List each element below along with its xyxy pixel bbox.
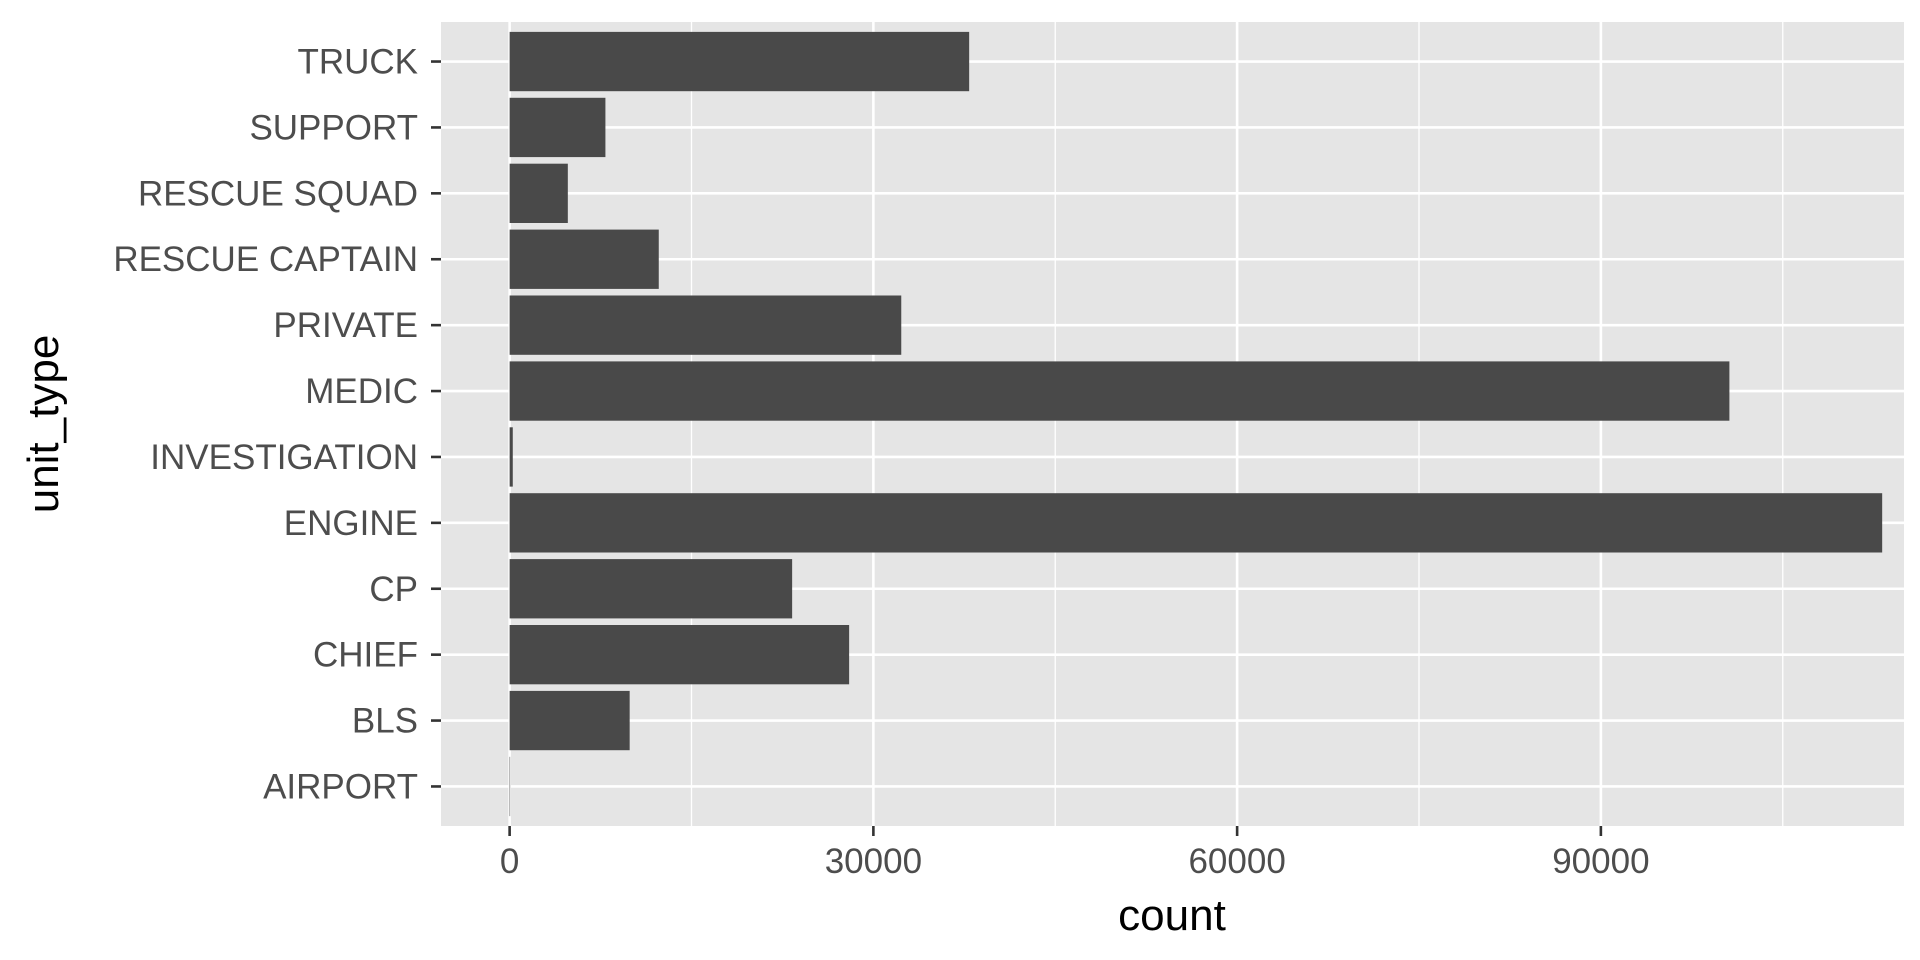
- y-tick-label: RESCUE SQUAD: [138, 174, 418, 213]
- bar-bls: [509, 690, 630, 751]
- plot-panel: [441, 22, 1904, 826]
- y-tick-label: SUPPORT: [249, 108, 418, 147]
- y-tick-label: MEDIC: [305, 372, 418, 411]
- bar-rescue-squad: [509, 163, 568, 223]
- x-tick-label: 30000: [825, 842, 922, 881]
- x-axis-ticks: 0 30000 60000 90000: [500, 826, 1650, 881]
- x-tick-label: 0: [500, 842, 519, 881]
- bar-truck: [509, 31, 970, 92]
- x-tick-label: 60000: [1188, 842, 1285, 881]
- y-tick-label: TRUCK: [297, 43, 418, 82]
- y-tick-label: PRIVATE: [273, 306, 418, 345]
- y-axis-ticks: AIRPORT BLS CHIEF CP ENGINE INVESTIGATION MEDI…: [113, 43, 441, 806]
- y-tick-label: ENGINE: [284, 504, 418, 543]
- bars: [509, 31, 1883, 817]
- y-tick-label: CP: [369, 570, 418, 609]
- bar-chief: [509, 625, 850, 685]
- y-tick-label: INVESTIGATION: [150, 438, 418, 477]
- y-tick-label: AIRPORT: [263, 767, 418, 806]
- bar-engine: [509, 493, 1883, 553]
- x-axis-title: count: [1118, 891, 1226, 940]
- bar-support: [509, 97, 606, 158]
- bar-investigation: [509, 427, 513, 487]
- y-tick-label: CHIEF: [313, 636, 418, 675]
- bar-cp: [509, 559, 793, 619]
- y-tick-label: RESCUE CAPTAIN: [113, 240, 418, 279]
- bar-rescue-captain: [509, 229, 659, 289]
- x-tick-label: 90000: [1552, 842, 1649, 881]
- bar-airport: [509, 756, 511, 817]
- bar-medic: [509, 361, 1730, 421]
- bar-private: [509, 295, 902, 355]
- y-tick-label: BLS: [352, 702, 418, 741]
- y-axis-title: unit_type: [19, 335, 68, 514]
